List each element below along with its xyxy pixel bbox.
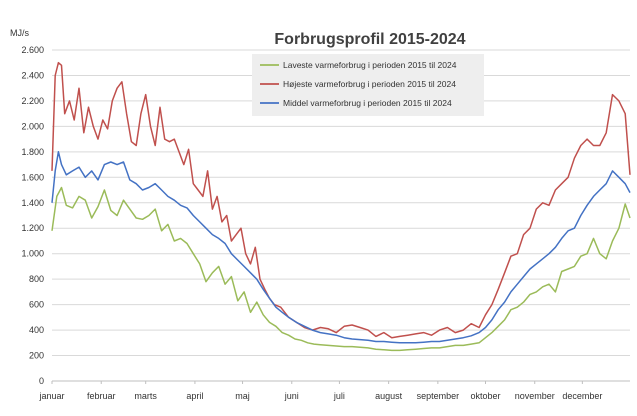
y-tick-label: 600 — [29, 300, 44, 310]
x-tick-label: februar — [87, 391, 116, 401]
x-tick-label: december — [562, 391, 602, 401]
y-tick-label: 1.600 — [21, 172, 44, 182]
legend-label: Højeste varmeforbrug i perioden 2015 til… — [283, 79, 456, 89]
x-tick-label: september — [417, 391, 460, 401]
y-tick-label: 1.000 — [21, 249, 44, 259]
x-tick-label: april — [186, 391, 203, 401]
y-tick-label: 1.400 — [21, 198, 44, 208]
y-tick-label: 0 — [39, 376, 44, 386]
y-tick-label: 400 — [29, 325, 44, 335]
y-tick-label: 2.000 — [21, 121, 44, 131]
series-line-2 — [51, 151, 631, 344]
y-tick-label: 200 — [29, 351, 44, 361]
x-tick-label: marts — [134, 391, 157, 401]
x-tick-label: august — [375, 391, 403, 401]
x-tick-label: oktober — [470, 391, 500, 401]
x-tick-label: juni — [284, 391, 299, 401]
y-tick-label: 800 — [29, 274, 44, 284]
series-line-1 — [51, 61, 631, 339]
y-tick-label: 2.200 — [21, 96, 44, 106]
y-tick-label: 1.800 — [21, 147, 44, 157]
y-tick-label: 1.200 — [21, 223, 44, 233]
legend: Laveste varmeforbrug i perioden 2015 til… — [252, 54, 484, 116]
x-tick-label: maj — [235, 391, 250, 401]
x-tick-label: januar — [38, 391, 64, 401]
chart-title: Forbrugsprofil 2015-2024 — [274, 31, 465, 48]
series-lines — [51, 61, 631, 352]
legend-label: Laveste varmeforbrug i perioden 2015 til… — [283, 60, 457, 70]
legend-background — [252, 54, 484, 116]
series-line-0 — [51, 186, 631, 352]
gridlines — [52, 49, 630, 357]
x-tick-label: november — [515, 391, 555, 401]
y-axis: 0 200 400 600 800 1.000 1.200 1.400 1.600 1.800 2.… — [21, 45, 44, 386]
y-tick-label: 2.400 — [21, 70, 44, 80]
y-axis-unit-label: MJ/s — [10, 28, 29, 38]
legend-label: Middel varmeforbrug i perioden 2015 til … — [283, 98, 452, 108]
y-tick-label: 2.600 — [21, 45, 44, 55]
x-axis: januar februar marts april maj juni juli august… — [38, 380, 630, 401]
x-tick-label: juli — [333, 391, 345, 401]
